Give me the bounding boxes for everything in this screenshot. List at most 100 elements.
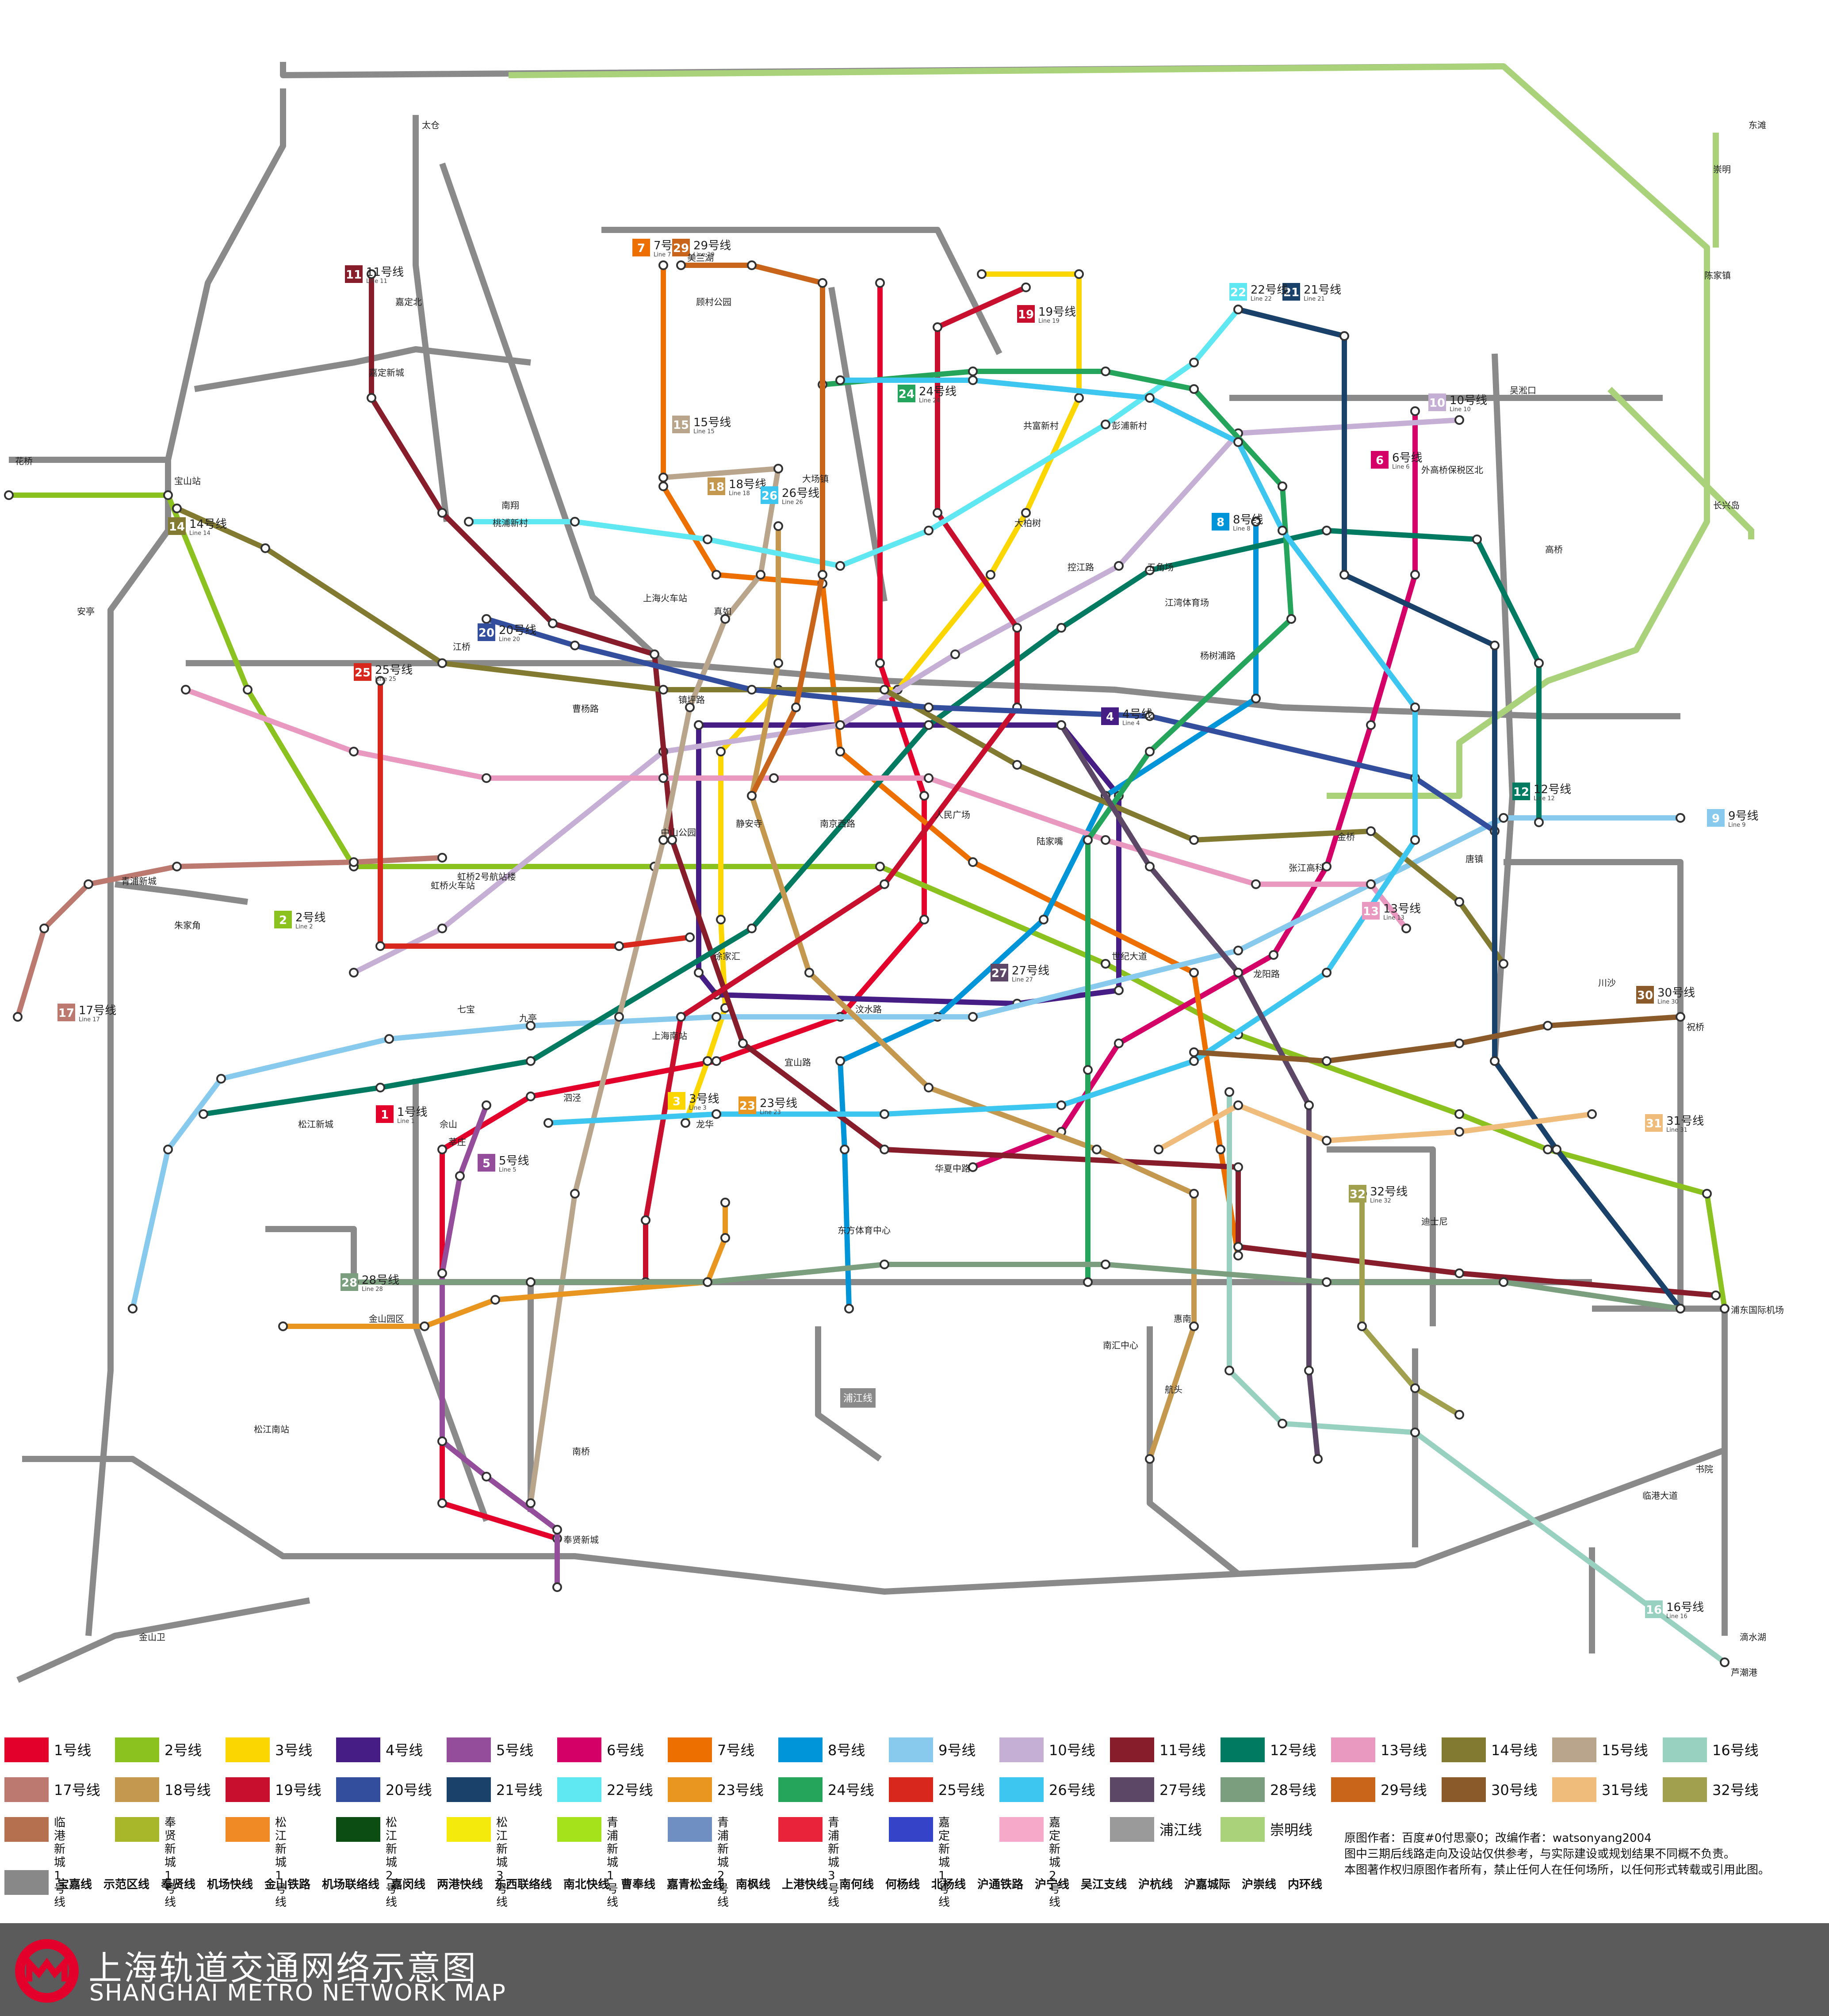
station-label[interactable]: 张江高科: [1289, 863, 1324, 873]
station-dot[interactable]: [1410, 570, 1420, 580]
station-label[interactable]: 彭浦新村: [1112, 420, 1147, 431]
station-dot[interactable]: [703, 1056, 712, 1066]
station-dot[interactable]: [712, 1012, 721, 1022]
station-dot[interactable]: [437, 853, 447, 863]
station-dot[interactable]: [1154, 1145, 1163, 1154]
station-dot[interactable]: [835, 561, 845, 571]
station-dot[interactable]: [1454, 415, 1464, 425]
station-dot[interactable]: [526, 1021, 536, 1031]
station-dot[interactable]: [1410, 703, 1420, 712]
station-dot[interactable]: [163, 1145, 173, 1154]
station-label[interactable]: 顾村公园: [696, 297, 731, 307]
station-dot[interactable]: [1410, 1428, 1420, 1437]
station-dot[interactable]: [1410, 1383, 1420, 1393]
station-label[interactable]: 世纪大道: [1112, 951, 1147, 962]
station-label[interactable]: 松江南站: [254, 1424, 289, 1435]
station-dot[interactable]: [977, 269, 987, 279]
station-dot[interactable]: [278, 1321, 288, 1331]
station-label[interactable]: 松江新城: [298, 1119, 333, 1130]
station-dot[interactable]: [1189, 1189, 1199, 1199]
station-dot[interactable]: [1339, 331, 1349, 341]
station-dot[interactable]: [1101, 835, 1110, 845]
station-label[interactable]: 南桥: [572, 1446, 590, 1457]
station-dot[interactable]: [172, 504, 182, 513]
station-dot[interactable]: [482, 614, 491, 624]
station-dot[interactable]: [1251, 879, 1261, 889]
station-dot[interactable]: [658, 473, 668, 482]
station-dot[interactable]: [676, 260, 686, 270]
station-dot[interactable]: [756, 570, 765, 580]
station-label[interactable]: 金山卫: [139, 1632, 165, 1642]
station-dot[interactable]: [720, 614, 730, 624]
station-dot[interactable]: [1189, 835, 1199, 845]
station-dot[interactable]: [367, 393, 376, 403]
station-dot[interactable]: [1251, 694, 1261, 703]
station-dot[interactable]: [924, 526, 934, 535]
station-dot[interactable]: [1039, 915, 1048, 924]
station-dot[interactable]: [552, 1582, 562, 1592]
station-label[interactable]: 滴水湖: [1740, 1632, 1766, 1642]
station-dot[interactable]: [1401, 924, 1411, 933]
station-dot[interactable]: [199, 1109, 208, 1119]
station-dot[interactable]: [880, 1109, 889, 1119]
station-dot[interactable]: [1322, 1056, 1332, 1066]
station-dot[interactable]: [840, 1145, 849, 1154]
station-label[interactable]: 莘庄: [448, 1137, 466, 1147]
station-dot[interactable]: [747, 924, 757, 933]
station-dot[interactable]: [1587, 1109, 1597, 1119]
station-dot[interactable]: [747, 791, 757, 801]
station-dot[interactable]: [658, 835, 668, 845]
station-label[interactable]: 桃浦新村: [493, 518, 528, 528]
station-dot[interactable]: [1357, 1321, 1367, 1331]
station-label[interactable]: 南京西路: [820, 818, 855, 829]
station-dot[interactable]: [375, 1083, 385, 1092]
station-dot[interactable]: [464, 517, 474, 527]
station-dot[interactable]: [1454, 1268, 1464, 1278]
station-dot[interactable]: [716, 915, 726, 924]
station-label[interactable]: 泗泾: [563, 1092, 581, 1103]
station-dot[interactable]: [747, 260, 757, 270]
station-dot[interactable]: [1216, 1145, 1225, 1154]
station-label[interactable]: 陆家嘴: [1037, 836, 1063, 847]
station-dot[interactable]: [1552, 1145, 1561, 1154]
station-dot[interactable]: [349, 857, 359, 867]
station-label[interactable]: 汶水路: [855, 1004, 882, 1015]
station-label[interactable]: 宝山站: [174, 476, 201, 486]
station-dot[interactable]: [437, 1268, 447, 1278]
station-dot[interactable]: [1114, 561, 1124, 571]
station-dot[interactable]: [1114, 1039, 1124, 1048]
station-dot[interactable]: [880, 879, 889, 889]
station-label[interactable]: 唐镇: [1465, 854, 1483, 864]
station-label[interactable]: 奉贤新城: [563, 1535, 599, 1545]
station-dot[interactable]: [1711, 1291, 1721, 1300]
station-dot[interactable]: [128, 1304, 138, 1313]
station-dot[interactable]: [1322, 968, 1332, 977]
station-dot[interactable]: [163, 490, 173, 500]
station-dot[interactable]: [437, 1145, 447, 1154]
line-18-route[interactable]: [749, 523, 1197, 1462]
station-dot[interactable]: [968, 375, 978, 385]
station-dot[interactable]: [1233, 437, 1243, 447]
station-label[interactable]: 航头: [1165, 1384, 1182, 1395]
station-dot[interactable]: [1278, 1419, 1287, 1428]
station-dot[interactable]: [968, 1012, 978, 1022]
station-dot[interactable]: [1454, 1127, 1464, 1137]
station-dot[interactable]: [1543, 1021, 1553, 1031]
station-label[interactable]: 江湾体育场: [1165, 597, 1209, 608]
station-dot[interactable]: [1366, 879, 1376, 889]
station-dot[interactable]: [1472, 535, 1482, 544]
station-label[interactable]: 惠南: [1174, 1313, 1191, 1324]
station-dot[interactable]: [1454, 1410, 1464, 1420]
